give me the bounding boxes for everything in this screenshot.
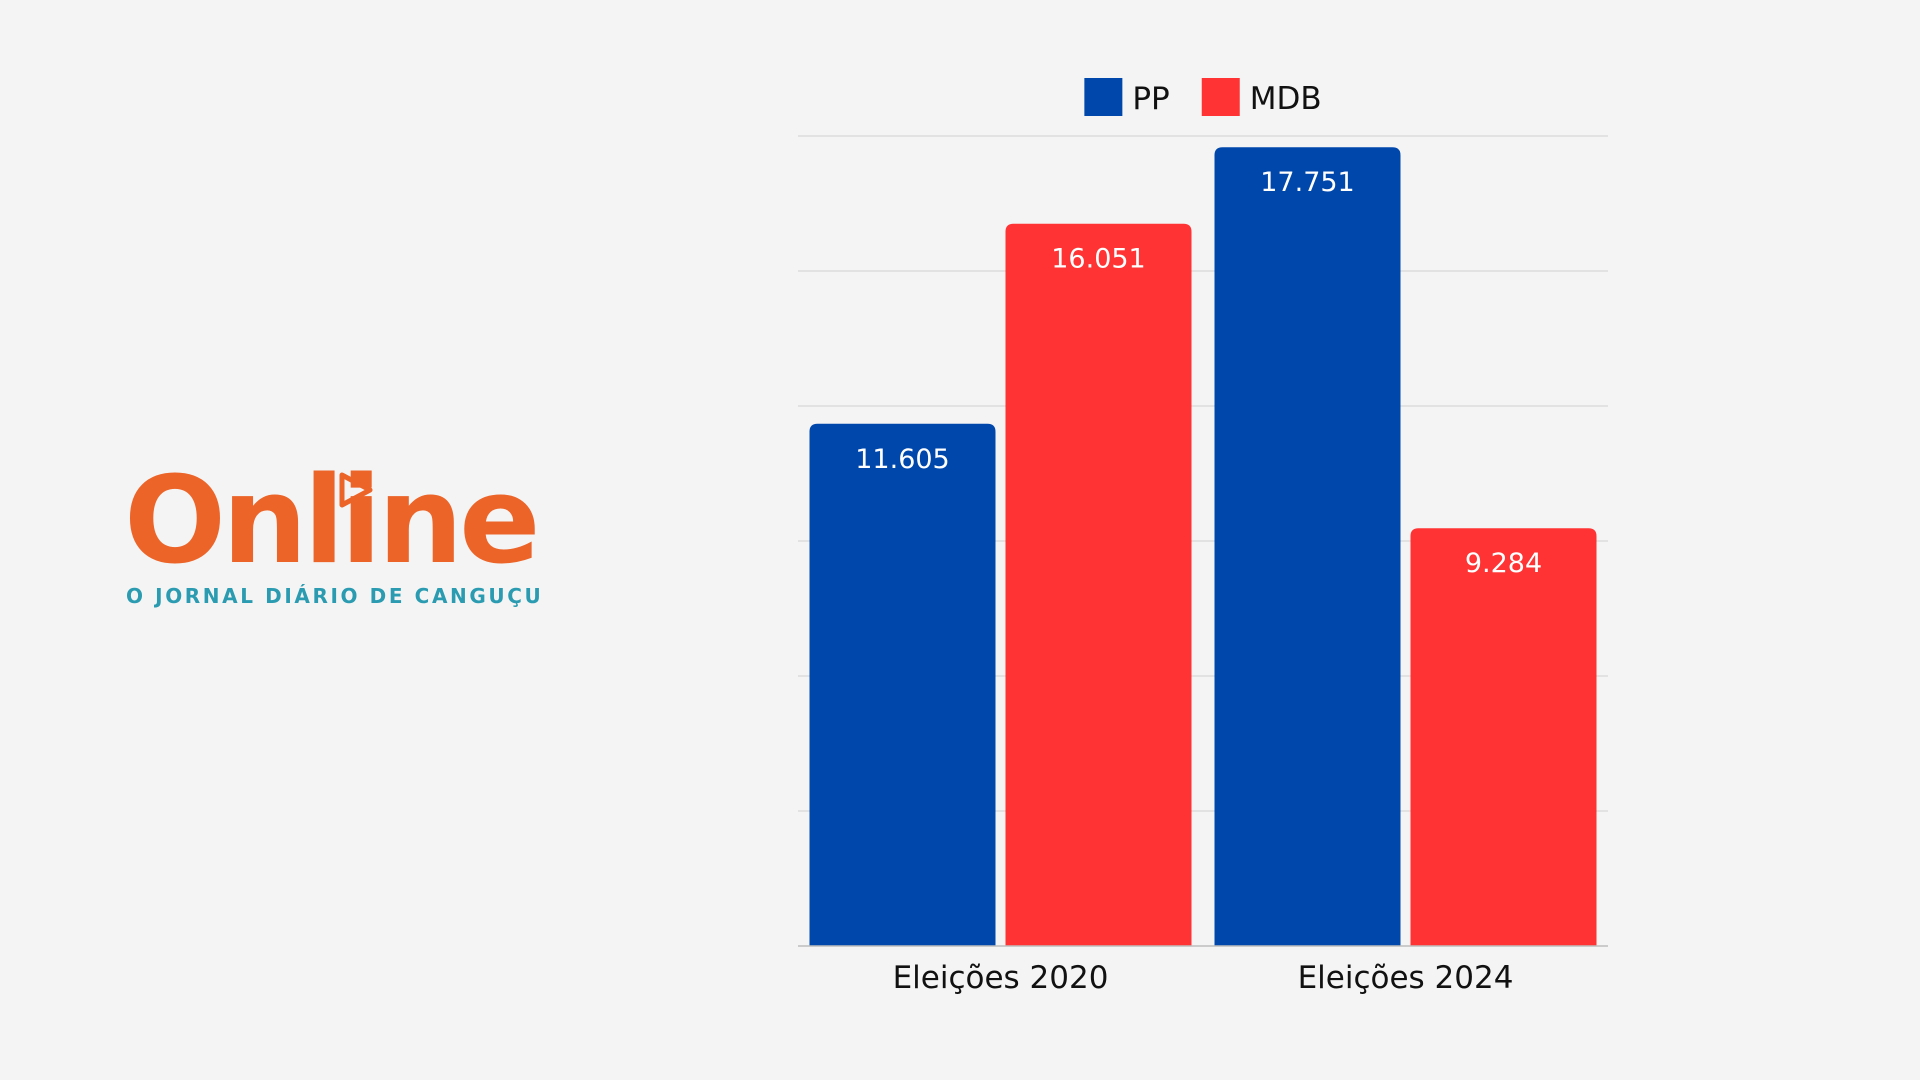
- x-tick-label: Eleições 2024: [1298, 960, 1514, 996]
- brand-name: Online: [124, 452, 541, 591]
- data-labels: 11.605 16.051 17.751 9.284: [855, 167, 1542, 579]
- play-triangle-icon: [339, 472, 373, 508]
- bar-pp-1: [809, 423, 996, 946]
- bars: [809, 147, 1597, 946]
- bar-mdb-1: [1005, 223, 1192, 946]
- data-label: 16.051: [1051, 244, 1145, 275]
- x-tick-label: Eleições 2020: [893, 960, 1109, 996]
- brand-tagline: O JORNAL DIÁRIO DE CANGUÇU: [126, 584, 544, 608]
- legend-label-pp: PP: [1132, 81, 1169, 117]
- data-label: 9.284: [1465, 548, 1542, 579]
- bar-mdb-2: [1410, 528, 1597, 946]
- x-tick-labels: Eleições 2020 Eleições 2024: [893, 960, 1514, 996]
- legend-label-mdb: MDB: [1250, 81, 1322, 117]
- data-label: 11.605: [855, 444, 949, 475]
- bar-pp-2: [1214, 147, 1401, 946]
- legend-swatch-pp: [1084, 78, 1123, 116]
- brand-logo: Online O JORNAL DIÁRIO DE CANGUÇU: [124, 462, 541, 612]
- data-label: 17.751: [1260, 167, 1354, 198]
- legend-swatch-mdb: [1201, 78, 1240, 116]
- legend: PP MDB: [1084, 78, 1322, 117]
